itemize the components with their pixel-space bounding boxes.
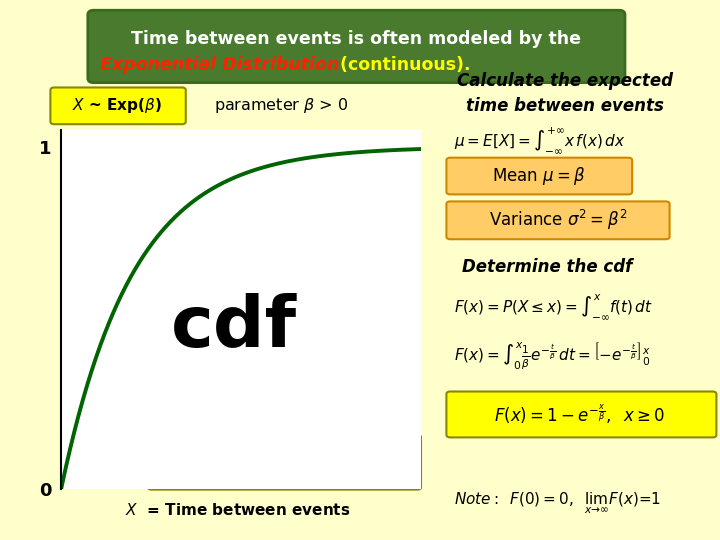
Text: (continuous).: (continuous). (333, 56, 470, 75)
Text: Exponential Distribution: Exponential Distribution (100, 56, 339, 75)
FancyBboxPatch shape (446, 201, 670, 239)
Text: $F(x) = P(X \leq x) = \int_{-\infty}^{x} f(t)\,dt$: $F(x) = P(X \leq x) = \int_{-\infty}^{x}… (454, 292, 652, 321)
Text: Note:: Note: (97, 422, 144, 437)
Text: $X$  = Time between events: $X$ = Time between events (125, 502, 351, 518)
FancyBboxPatch shape (148, 435, 421, 490)
Text: $\mathit{Note:}$$\;\; F(0)=0,\;\; \lim_{x \to \infty} F(x)=1$: $\mathit{Note:}$$\;\; F(0)=0,\;\; \lim_{… (454, 491, 661, 516)
Text: Variance $\sigma^2 = \beta^2$: Variance $\sigma^2 = \beta^2$ (489, 208, 627, 232)
Text: $X$ ~ Exp($\beta$): $X$ ~ Exp($\beta$) (73, 96, 162, 116)
Text: Calculate the expected
time between events: Calculate the expected time between even… (457, 72, 673, 116)
Text: Mean $\mu = \beta$: Mean $\mu = \beta$ (492, 165, 586, 187)
Text: $\mu = E[X] = \int_{-\infty}^{+\infty} x\, f(x)\, dx$: $\mu = E[X] = \int_{-\infty}^{+\infty} x… (454, 126, 625, 155)
FancyBboxPatch shape (50, 87, 186, 124)
FancyBboxPatch shape (88, 10, 625, 83)
FancyBboxPatch shape (446, 392, 716, 437)
FancyBboxPatch shape (446, 158, 632, 194)
Text: Determine the cdf: Determine the cdf (462, 258, 632, 276)
Text: “Reliability Function”   R(t): “Reliability Function” R(t) (189, 444, 379, 460)
Text: $\mathit{P(\ X\ >}$: $\mathit{P(\ X\ >}$ (191, 415, 270, 441)
Text: Time between events is often modeled by the: Time between events is often modeled by … (131, 30, 582, 49)
Text: “Survival Function”   S(t): “Survival Function” S(t) (196, 465, 373, 480)
Text: cdf: cdf (171, 293, 297, 362)
Text: $F(x) = \int_0^x \frac{1}{\beta} e^{-\frac{t}{\beta}}\,dt = \left[-e^{-\frac{t}{: $F(x) = \int_0^x \frac{1}{\beta} e^{-\fr… (454, 341, 650, 372)
Text: $F(x) = 1 - e^{-\frac{x}{\beta}},\;\; x \geq 0$: $F(x) = 1 - e^{-\frac{x}{\beta}},\;\; x … (494, 402, 665, 426)
Text: parameter $\beta$ > 0: parameter $\beta$ > 0 (214, 96, 348, 116)
